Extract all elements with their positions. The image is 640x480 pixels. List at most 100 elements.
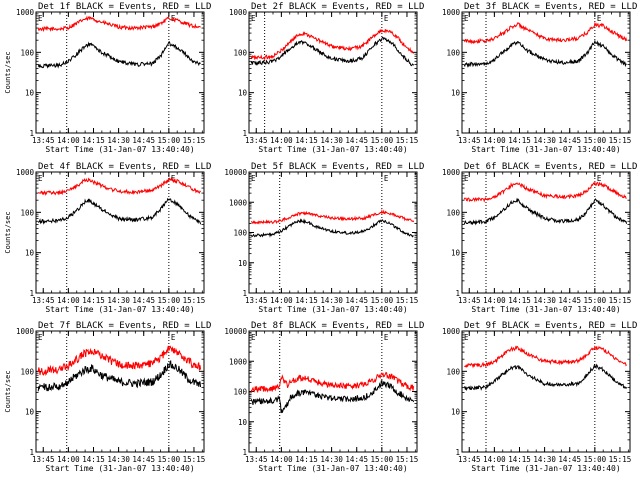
panel-det-7: Det 7f BLACK = Events, RED = LLD E E 1 10 100… bbox=[4, 321, 211, 473]
y-axis-label: Counts/sec bbox=[4, 51, 12, 93]
y-tick-label: 1000 bbox=[16, 8, 35, 17]
x-tick-label: 14:45 bbox=[558, 296, 581, 305]
series-lld-line bbox=[250, 208, 415, 225]
x-tick-label: 15:15 bbox=[609, 296, 632, 305]
series-events-line bbox=[250, 36, 415, 67]
panel-det-9: Det 9f BLACK = Events, RED = LLD E E 1 10 100… bbox=[442, 321, 637, 473]
y-tick-label: 1000 bbox=[229, 8, 248, 17]
y-tick-label: 100 bbox=[446, 48, 460, 57]
flag-left: E bbox=[251, 14, 256, 23]
x-tick-label: 14:00 bbox=[483, 296, 506, 305]
x-tick-label: 14:15 bbox=[82, 136, 105, 145]
plot-frame bbox=[461, 11, 631, 134]
y-tick-label: 1 bbox=[455, 129, 460, 138]
y-tick-label: 10 bbox=[451, 408, 461, 417]
y-tick-label: 100 bbox=[20, 208, 34, 217]
x-tick-label: 14:15 bbox=[508, 455, 531, 464]
y-tick-label: 1 bbox=[455, 448, 460, 457]
x-tick-label: 15:15 bbox=[183, 136, 206, 145]
x-tick-label: 15:15 bbox=[396, 296, 419, 305]
x-tick-label: 15:00 bbox=[371, 296, 394, 305]
flag-right: E bbox=[597, 14, 602, 23]
x-axis-label: Start Time (31-Jan-07 13:40:40) bbox=[471, 145, 620, 154]
y-tick-label: 1000 bbox=[16, 327, 35, 336]
y-tick-label: 10 bbox=[238, 418, 248, 427]
panel-title: Det 8f BLACK = Events, RED = LLD bbox=[251, 321, 424, 331]
y-tick-label: 100 bbox=[233, 229, 247, 238]
series-lld-line bbox=[463, 180, 627, 203]
series-events-line bbox=[463, 197, 628, 226]
panel-det-2: Det 2f BLACK = Events, RED = LLD E E 1 10 100… bbox=[229, 2, 424, 154]
series-lld-line bbox=[38, 177, 201, 197]
x-tick-label: 15:15 bbox=[396, 455, 419, 464]
x-axis-label: Start Time (31-Jan-07 13:40:40) bbox=[471, 464, 620, 473]
x-tick-label: 13:45 bbox=[245, 455, 268, 464]
series-lld-line bbox=[250, 28, 414, 61]
x-axis-label: Start Time (31-Jan-07 13:40:40) bbox=[45, 305, 194, 314]
flag-left: E bbox=[464, 333, 469, 342]
x-tick-label: 14:30 bbox=[320, 455, 343, 464]
x-tick-label: 13:45 bbox=[32, 136, 55, 145]
y-tick-label: 10 bbox=[238, 259, 248, 268]
x-tick-label: 15:00 bbox=[584, 136, 607, 145]
panel-title: Det 4f BLACK = Events, RED = LLD bbox=[38, 162, 211, 172]
plot-frame bbox=[248, 330, 418, 453]
x-tick-label: 14:15 bbox=[295, 296, 318, 305]
x-tick-label: 14:45 bbox=[132, 136, 155, 145]
x-tick-label: 14:45 bbox=[345, 296, 368, 305]
x-tick-label: 14:45 bbox=[558, 455, 581, 464]
y-tick-label: 100 bbox=[446, 367, 460, 376]
x-tick-label: 13:45 bbox=[32, 296, 55, 305]
series-lld-line bbox=[37, 15, 201, 33]
x-tick-label: 14:15 bbox=[295, 136, 318, 145]
x-tick-label: 14:45 bbox=[558, 136, 581, 145]
panel-det-5: Det 5f BLACK = Events, RED = LLD E E 1 10 100… bbox=[224, 162, 424, 314]
x-tick-label: 14:30 bbox=[107, 136, 130, 145]
plot-frame bbox=[35, 171, 205, 294]
y-tick-label: 10 bbox=[451, 249, 461, 258]
x-tick-label: 15:00 bbox=[584, 455, 607, 464]
plot-frame bbox=[461, 330, 631, 453]
x-tick-label: 14:30 bbox=[533, 136, 556, 145]
panel-title: Det 7f BLACK = Events, RED = LLD bbox=[38, 321, 211, 331]
x-tick-label: 14:15 bbox=[82, 296, 105, 305]
y-tick-label: 1000 bbox=[442, 168, 461, 177]
y-tick-label: 100 bbox=[20, 48, 34, 57]
y-axis-label: Counts/sec bbox=[4, 370, 12, 412]
x-tick-label: 13:45 bbox=[245, 296, 268, 305]
y-tick-label: 10000 bbox=[224, 327, 247, 336]
flag-right: E bbox=[384, 333, 389, 342]
y-axis-label: Counts/sec bbox=[4, 211, 12, 253]
panel-title: Det 2f BLACK = Events, RED = LLD bbox=[251, 2, 424, 12]
panel-det-3: Det 3f BLACK = Events, RED = LLD E E 1 10 100… bbox=[442, 2, 637, 154]
panel-det-6: Det 6f BLACK = Events, RED = LLD E E 1 10 100… bbox=[442, 162, 637, 314]
x-tick-label: 15:15 bbox=[609, 136, 632, 145]
y-tick-label: 1 bbox=[242, 129, 247, 138]
plot-frame bbox=[461, 171, 631, 294]
y-tick-label: 10 bbox=[25, 249, 35, 258]
series-events-line bbox=[37, 41, 201, 69]
x-axis-label: Start Time (31-Jan-07 13:40:40) bbox=[471, 305, 620, 314]
panel-det-8: Det 8f BLACK = Events, RED = LLD E E 1 10 100… bbox=[224, 321, 424, 473]
x-tick-label: 13:45 bbox=[458, 296, 481, 305]
y-tick-label: 1000 bbox=[229, 198, 248, 207]
x-tick-label: 14:30 bbox=[533, 296, 556, 305]
x-tick-label: 15:00 bbox=[158, 136, 181, 145]
x-tick-label: 14:15 bbox=[82, 455, 105, 464]
x-tick-label: 14:00 bbox=[483, 455, 506, 464]
panel-title: Det 5f BLACK = Events, RED = LLD bbox=[251, 162, 424, 172]
plot-frame bbox=[35, 11, 205, 134]
y-tick-label: 1000 bbox=[229, 357, 248, 366]
x-tick-label: 14:00 bbox=[270, 136, 293, 145]
panel-title: Det 1f BLACK = Events, RED = LLD bbox=[38, 2, 211, 12]
flag-left: E bbox=[38, 14, 43, 23]
series-lld-line bbox=[37, 345, 202, 376]
series-lld-line bbox=[464, 345, 627, 369]
x-tick-label: 13:45 bbox=[32, 455, 55, 464]
flag-right: E bbox=[384, 14, 389, 23]
x-axis-label: Start Time (31-Jan-07 13:40:40) bbox=[45, 464, 194, 473]
y-tick-label: 1000 bbox=[16, 168, 35, 177]
y-tick-label: 100 bbox=[233, 388, 247, 397]
